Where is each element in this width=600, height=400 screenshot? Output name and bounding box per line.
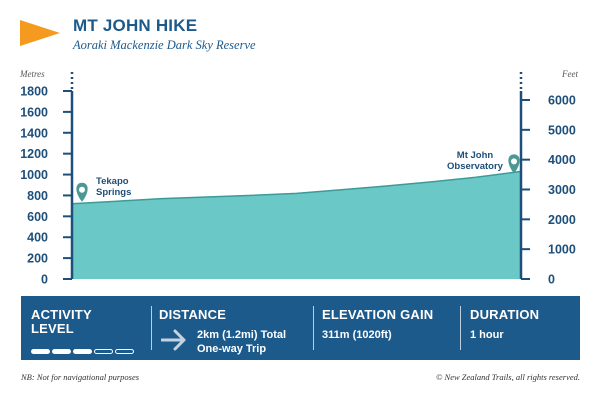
footer-disclaimer: NB: Not for navigational purposes [21, 372, 140, 382]
activity-title: ACTIVITY [31, 307, 92, 322]
distance-value: 2km (1.2mi) Total [197, 329, 287, 341]
activity-level-bars [31, 341, 136, 359]
y-tick-label-right: 2000 [548, 213, 576, 227]
activity-level-bar [115, 349, 134, 354]
info-panel: ACTIVITY LEVEL DISTANCE 2km (1.2mi) Tota… [21, 296, 580, 360]
y-tick-label-left: 1800 [20, 85, 48, 99]
y-tick-label-right: 4000 [548, 153, 576, 167]
distance-section: DISTANCE 2km (1.2mi) Total One-way Trip [159, 296, 309, 360]
elevation-line [71, 170, 522, 205]
y-tick-label-right: 3000 [548, 183, 576, 197]
elevation-section: ELEVATION GAIN 311m (1020ft) [322, 296, 462, 360]
activity-level-bar [73, 349, 92, 354]
y-tick-label-right: 1000 [548, 243, 576, 257]
activity-level-bar [31, 349, 50, 354]
elevation-value: 311m (1020ft) [322, 329, 392, 341]
y-tick-label-left: 1000 [20, 168, 48, 182]
footer-copyright: © New Zealand Trails, all rights reserve… [435, 372, 580, 382]
y-tick-label-left: 800 [27, 189, 48, 203]
duration-section: DURATION 1 hour [470, 296, 570, 360]
arrow-right-icon [161, 329, 186, 351]
play-arrow-icon [20, 20, 60, 46]
divider [151, 306, 152, 350]
distance-title: DISTANCE [159, 307, 227, 322]
y-tick-label-right: 5000 [548, 123, 576, 137]
y-tick-label-left: 1600 [20, 105, 48, 119]
activity-section: ACTIVITY LEVEL [21, 296, 146, 360]
page-title: MT JOHN HIKE [73, 16, 198, 35]
elevation-title: ELEVATION GAIN [322, 307, 434, 322]
y-tick-label-right: 0 [548, 273, 555, 287]
activity-title-level: LEVEL [31, 321, 74, 336]
elevation-area [72, 171, 521, 279]
y-tick-label-left: 400 [27, 231, 48, 245]
y-axis-label-left: Metres [19, 69, 45, 79]
y-axis-label-right: Feet [561, 69, 578, 79]
y-tick-label-right: 6000 [548, 94, 576, 108]
y-tick-label-left: 200 [27, 252, 48, 266]
divider [460, 306, 461, 350]
activity-level-bar [94, 349, 113, 354]
elevation-chart: Metres Feet 0 200 400 600 800 1000 1200 1400 1600 1… [19, 69, 578, 287]
y-tick-label-left: 600 [27, 210, 48, 224]
start-label: Tekapo [96, 176, 129, 187]
start-label: Springs [96, 187, 131, 198]
distance-trip-type: One-way Trip [197, 343, 267, 355]
start-marker-icon-dot [79, 186, 85, 193]
activity-level-bar [52, 349, 71, 354]
divider [313, 306, 314, 350]
duration-title: DURATION [470, 307, 540, 322]
page-subtitle: Aoraki Mackenzie Dark Sky Reserve [73, 38, 256, 52]
end-label: Observatory [447, 161, 504, 172]
y-tick-label-left: 0 [41, 273, 48, 287]
end-label: Mt John [457, 150, 494, 161]
y-tick-label-left: 1400 [20, 126, 48, 140]
y-tick-label-left: 1200 [20, 147, 48, 161]
end-marker-icon-dot [511, 158, 517, 165]
duration-value: 1 hour [470, 329, 504, 341]
